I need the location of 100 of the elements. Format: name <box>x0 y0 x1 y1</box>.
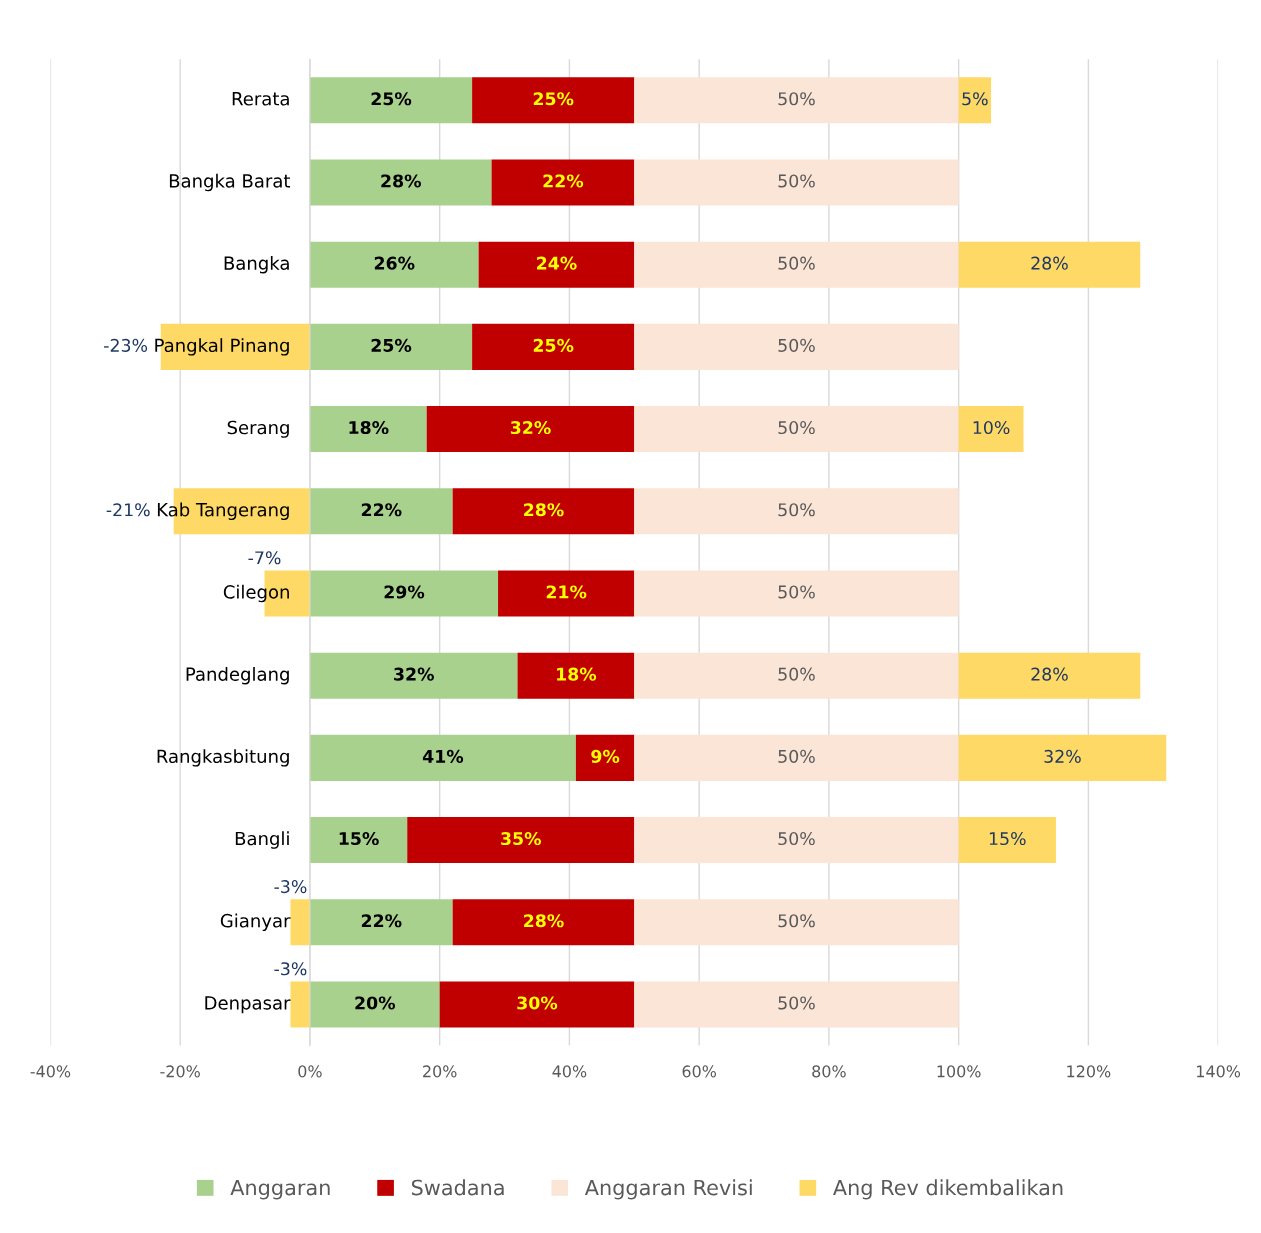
bar <box>634 734 959 781</box>
bar <box>634 899 959 946</box>
data-label: 50% <box>778 256 815 270</box>
data-label: -3% <box>274 879 307 894</box>
x-tick-label: -20% <box>160 1065 200 1078</box>
bar <box>634 77 959 124</box>
bar <box>958 817 1056 864</box>
data-label: 22% <box>361 503 402 517</box>
bar <box>309 77 473 124</box>
data-label: 25% <box>371 92 412 106</box>
bar <box>309 981 440 1028</box>
bar <box>472 323 635 370</box>
data-label: 29% <box>384 585 425 599</box>
bar <box>439 981 635 1028</box>
x-tick-label: 80% <box>812 1065 846 1078</box>
data-label: 50% <box>778 338 815 352</box>
bar <box>309 899 453 946</box>
data-label: 22% <box>543 174 584 188</box>
data-label: 28% <box>1031 256 1068 270</box>
x-tick-label: 0% <box>298 1065 322 1078</box>
legend-label: Anggaran Revisi <box>584 1179 752 1200</box>
y-tick-label: Rangkasbitung <box>157 749 289 767</box>
y-tick-label: Bangka Barat <box>169 173 291 192</box>
data-label: 50% <box>778 174 815 188</box>
y-tick-label: Gianyar <box>220 913 291 932</box>
data-label: 50% <box>778 420 815 435</box>
data-label: 15% <box>339 831 379 846</box>
data-label: 28% <box>524 503 564 517</box>
bar <box>634 981 959 1028</box>
y-tick-label: Bangka <box>224 255 289 274</box>
legend-label: Anggaran <box>230 1179 330 1200</box>
data-label: 18% <box>557 667 597 681</box>
data-label: 50% <box>778 503 815 517</box>
data-label: 50% <box>778 585 815 599</box>
bar <box>634 406 959 453</box>
bar <box>452 899 635 946</box>
bar <box>309 734 576 781</box>
data-label: -7% <box>248 551 281 565</box>
x-tick-label: 100% <box>937 1065 981 1078</box>
bar <box>452 488 635 535</box>
bar <box>634 323 959 370</box>
bar <box>634 817 959 864</box>
data-label: 24% <box>537 256 577 270</box>
data-label: 15% <box>989 831 1026 846</box>
data-label: 50% <box>778 831 815 846</box>
data-label: 20% <box>355 996 396 1010</box>
bar <box>958 652 1141 699</box>
bar <box>309 488 453 535</box>
data-label: 25% <box>371 338 412 352</box>
bar <box>309 817 408 864</box>
bar <box>958 734 1167 781</box>
legend-label: Swadana <box>411 1179 504 1196</box>
bar <box>309 570 499 617</box>
y-tick-label: Rerata <box>232 92 289 106</box>
bar <box>472 77 635 124</box>
data-label: 41% <box>422 749 464 763</box>
bar <box>309 241 479 288</box>
bar <box>491 159 635 206</box>
bar <box>634 570 959 617</box>
bar <box>426 406 635 453</box>
data-label: 35% <box>501 831 541 846</box>
bar <box>309 323 473 370</box>
bar <box>498 570 635 617</box>
data-label: 25% <box>533 92 574 106</box>
x-tick-label: 40% <box>552 1065 587 1078</box>
bar <box>634 159 959 206</box>
bar <box>290 981 310 1028</box>
data-label: 5% <box>962 92 988 106</box>
data-label: 30% <box>517 996 558 1010</box>
data-label: 9% <box>591 749 620 763</box>
bar <box>290 899 310 946</box>
data-label: 32% <box>394 667 434 681</box>
bar <box>478 241 635 288</box>
data-label: 25% <box>533 338 574 352</box>
x-tick-label: 140% <box>1197 1065 1241 1078</box>
data-label: -3% <box>274 962 307 976</box>
bar <box>517 652 635 699</box>
bar <box>634 488 959 535</box>
y-tick-label: Pandeglang <box>186 666 289 685</box>
bar <box>958 406 1024 453</box>
bar <box>958 77 992 124</box>
data-label: 32% <box>1044 749 1081 763</box>
data-label: 50% <box>778 667 815 681</box>
data-label: -21% <box>106 503 150 517</box>
data-label: 28% <box>1031 667 1068 681</box>
data-label: 50% <box>778 914 815 928</box>
data-label: 26% <box>374 256 415 270</box>
data-label: 10% <box>973 420 1010 435</box>
bar <box>309 159 492 206</box>
x-tick-label: 20% <box>423 1065 457 1078</box>
y-tick-label: Serang <box>227 420 289 438</box>
bar <box>634 652 959 699</box>
data-label: 32% <box>510 420 551 435</box>
data-label: 28% <box>524 914 564 928</box>
bar <box>634 241 959 288</box>
data-label: 50% <box>778 92 815 106</box>
bar <box>575 734 635 781</box>
data-label: 22% <box>361 914 402 928</box>
data-label: 21% <box>546 585 587 599</box>
bar <box>407 817 635 864</box>
